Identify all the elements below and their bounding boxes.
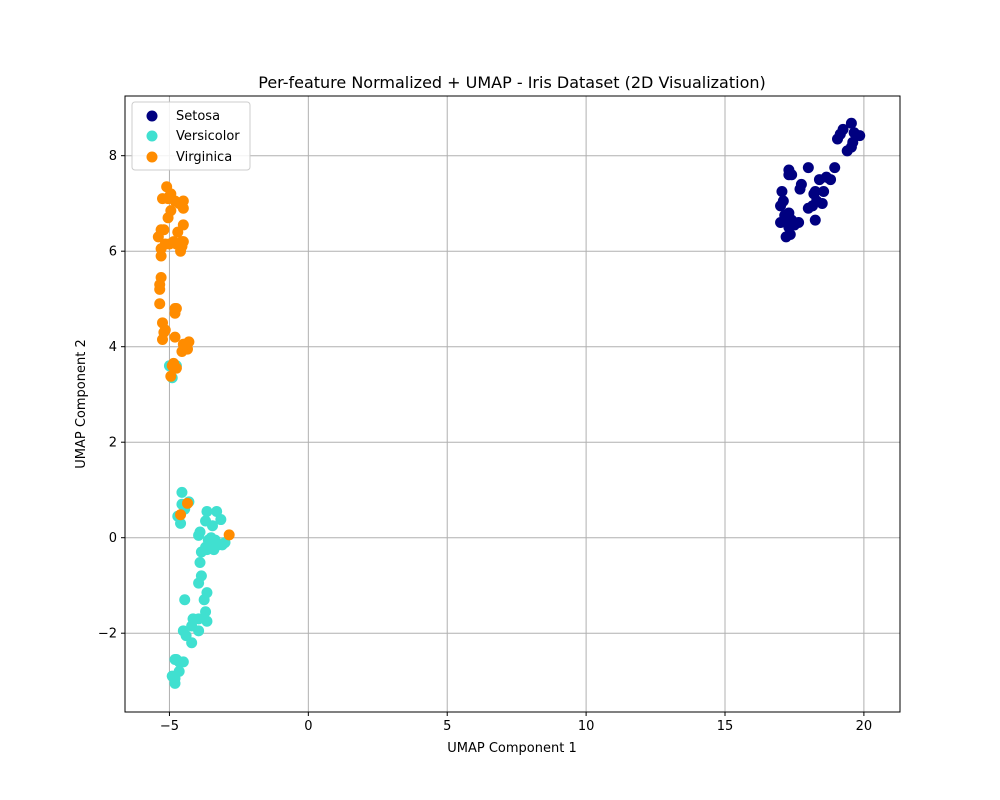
x-tick-label: 5 bbox=[443, 719, 451, 734]
point-virginica bbox=[155, 250, 167, 262]
point-setosa bbox=[825, 174, 837, 186]
y-tick-label: −2 bbox=[98, 627, 117, 642]
x-tick-label: 10 bbox=[578, 719, 595, 734]
point-versicolor bbox=[208, 544, 220, 556]
point-setosa bbox=[794, 183, 806, 195]
point-virginica bbox=[166, 360, 178, 372]
point-virginica bbox=[173, 197, 185, 209]
point-setosa bbox=[807, 200, 818, 212]
plot-area-frame bbox=[124, 95, 901, 713]
point-versicolor bbox=[201, 615, 213, 627]
y-tick-label: 2 bbox=[109, 436, 117, 451]
point-versicolor bbox=[169, 677, 181, 689]
point-virginica bbox=[176, 236, 188, 248]
legend-label-virginica: Virginica bbox=[176, 150, 232, 165]
legend-label-versicolor: Versicolor bbox=[176, 129, 240, 144]
x-tick-label: 20 bbox=[856, 719, 873, 734]
legend-label-setosa: Setosa bbox=[176, 109, 220, 124]
y-tick-label: 8 bbox=[109, 149, 117, 164]
chart-title: Per-feature Normalized + UMAP - Iris Dat… bbox=[258, 73, 766, 92]
point-setosa bbox=[776, 186, 788, 198]
point-versicolor bbox=[169, 653, 181, 665]
legend-marker-versicolor bbox=[146, 130, 158, 142]
point-virginica bbox=[154, 298, 166, 310]
point-virginica bbox=[162, 212, 174, 224]
point-virginica bbox=[182, 497, 193, 509]
point-versicolor bbox=[193, 577, 205, 589]
point-virginica bbox=[163, 190, 175, 202]
point-virginica bbox=[169, 331, 181, 343]
point-virginica bbox=[163, 238, 175, 250]
point-setosa bbox=[809, 214, 821, 226]
legend-marker-virginica bbox=[146, 151, 158, 163]
grid-lines bbox=[125, 96, 900, 712]
point-setosa bbox=[834, 128, 846, 140]
point-setosa bbox=[777, 195, 789, 207]
y-tick-label: 0 bbox=[109, 531, 117, 546]
point-virginica bbox=[158, 326, 170, 338]
x-tick-label: 15 bbox=[717, 719, 734, 734]
point-versicolor bbox=[211, 505, 223, 517]
point-virginica bbox=[154, 283, 166, 295]
point-virginica bbox=[152, 231, 164, 243]
point-versicolor bbox=[194, 557, 206, 569]
point-versicolor bbox=[200, 541, 212, 553]
data-points bbox=[152, 117, 866, 689]
point-setosa bbox=[847, 136, 859, 148]
legend-box bbox=[131, 101, 251, 171]
point-virginica bbox=[175, 245, 187, 257]
point-setosa bbox=[802, 162, 814, 174]
x-axis-label: UMAP Component 1 bbox=[447, 741, 576, 756]
point-versicolor bbox=[200, 606, 212, 618]
point-virginica bbox=[165, 370, 177, 382]
point-versicolor bbox=[179, 594, 191, 606]
point-versicolor bbox=[193, 613, 205, 625]
point-setosa bbox=[808, 188, 820, 200]
y-axis-label: UMAP Component 2 bbox=[74, 339, 89, 468]
point-setosa bbox=[818, 186, 830, 198]
x-tick-label: −5 bbox=[160, 719, 179, 734]
point-versicolor bbox=[201, 505, 213, 517]
point-setosa bbox=[829, 162, 841, 174]
point-versicolor bbox=[198, 594, 210, 606]
point-virginica bbox=[179, 338, 191, 350]
y-tick-label: 4 bbox=[109, 340, 117, 355]
point-setosa bbox=[786, 214, 798, 226]
point-setosa bbox=[816, 197, 828, 209]
point-versicolor bbox=[193, 625, 205, 637]
point-versicolor bbox=[176, 486, 188, 498]
point-setosa bbox=[783, 169, 795, 181]
point-setosa bbox=[813, 174, 825, 186]
legend: Setosa Versicolor Virginica bbox=[131, 101, 251, 171]
point-versicolor bbox=[193, 529, 205, 541]
x-tick-label: 0 bbox=[304, 719, 312, 734]
point-versicolor bbox=[216, 539, 228, 551]
point-virginica bbox=[169, 302, 181, 314]
point-versicolor bbox=[205, 532, 217, 544]
point-virginica bbox=[175, 509, 187, 521]
point-versicolor bbox=[207, 520, 218, 532]
point-setosa bbox=[845, 117, 857, 129]
point-versicolor bbox=[186, 637, 198, 649]
point-virginica bbox=[223, 529, 235, 541]
y-tick-label: 6 bbox=[109, 245, 117, 260]
axis-ticks: −5 0 5 10 15 20 −2 0 2 4 6 8 bbox=[98, 149, 872, 734]
legend-marker-setosa bbox=[146, 110, 158, 122]
point-setosa bbox=[848, 127, 860, 139]
point-versicolor bbox=[215, 514, 227, 526]
point-virginica bbox=[172, 226, 184, 238]
